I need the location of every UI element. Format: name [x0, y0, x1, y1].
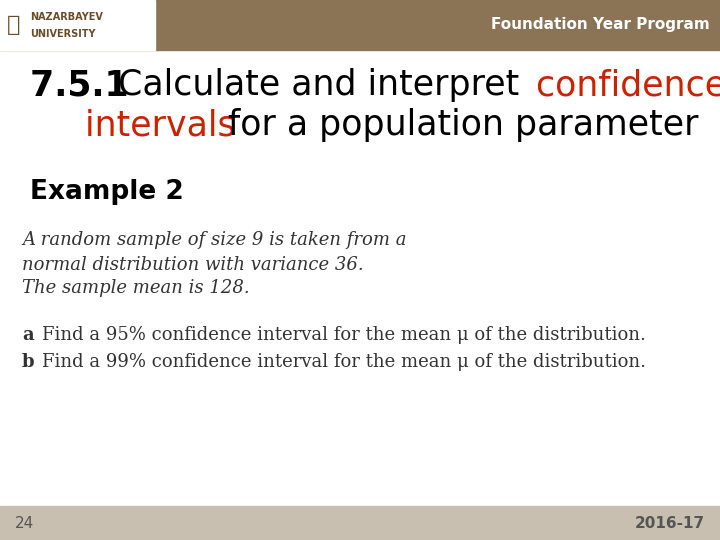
Bar	[0, 0, 720, 50]
Bar	[0, 506, 720, 540]
Text: 7.5.1: 7.5.1	[30, 68, 140, 102]
Text: A random sample of size 9 is taken from a: A random sample of size 9 is taken from …	[22, 231, 407, 249]
Text: 2016-17: 2016-17	[635, 516, 705, 530]
Text: confidence: confidence	[30, 68, 720, 102]
Text: Foundation Year Program: Foundation Year Program	[491, 17, 710, 32]
Text: b: b	[22, 353, 35, 371]
Text: NAZARBAYEV: NAZARBAYEV	[30, 12, 103, 22]
Text: Ⓝ: Ⓝ	[7, 15, 21, 35]
Text: Find a 95% confidence interval for the mean μ of the distribution.: Find a 95% confidence interval for the m…	[42, 326, 646, 344]
Text: The sample mean is 128.: The sample mean is 128.	[22, 279, 250, 297]
Text: a: a	[22, 326, 34, 344]
Text: intervals: intervals	[30, 108, 235, 142]
Bar	[0, 0, 155, 50]
Text: normal distribution with variance 36.: normal distribution with variance 36.	[22, 256, 364, 274]
Text: for a population parameter: for a population parameter	[30, 108, 698, 142]
Text: 24: 24	[15, 516, 35, 530]
Text: Find a 99% confidence interval for the mean μ of the distribution.: Find a 99% confidence interval for the m…	[42, 353, 646, 371]
Text: Example 2: Example 2	[30, 179, 184, 205]
Text: Calculate and interpret: Calculate and interpret	[30, 68, 530, 102]
Text: UNIVERSITY: UNIVERSITY	[30, 29, 96, 39]
